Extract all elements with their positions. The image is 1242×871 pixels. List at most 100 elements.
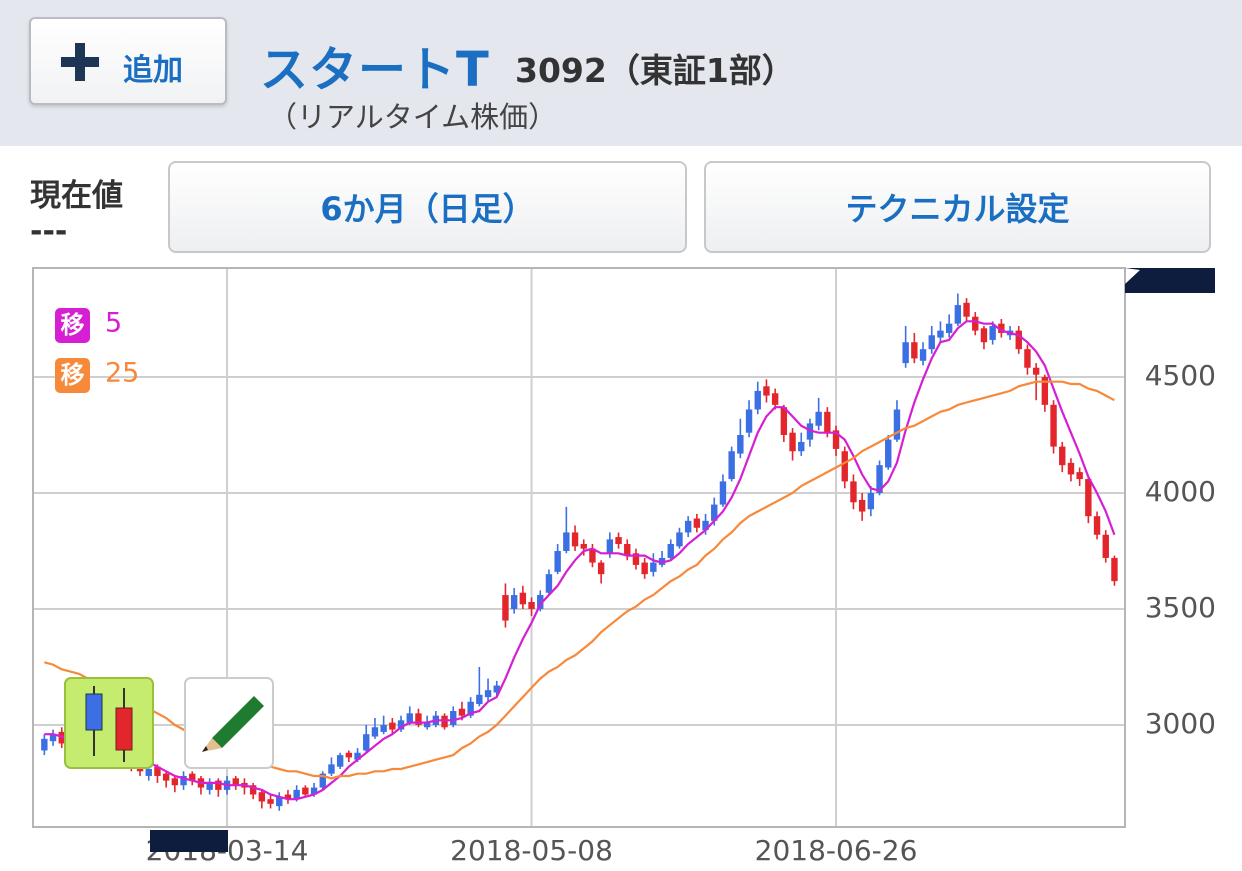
candle-body <box>336 755 344 767</box>
scroll-marker <box>1125 268 1215 293</box>
candle-body <box>502 595 509 621</box>
candle-body <box>215 780 222 790</box>
candle-body <box>267 799 274 804</box>
candle-body <box>658 557 666 565</box>
candle-body <box>1067 462 1075 475</box>
candle-body <box>954 305 962 324</box>
candle-body <box>919 349 927 361</box>
candle-body <box>911 342 918 359</box>
candle-body <box>937 330 944 338</box>
candle-body <box>684 520 692 533</box>
candle-body <box>824 411 831 433</box>
candle-body <box>302 787 309 795</box>
price-label: 現在値 <box>30 178 123 214</box>
candle-body <box>1032 367 1040 375</box>
candle-body <box>771 393 779 405</box>
candle-body <box>1015 330 1022 350</box>
candle-body <box>928 335 935 350</box>
candle-body <box>545 574 553 593</box>
candle-body <box>476 694 483 705</box>
legend-label: 25 <box>105 358 139 389</box>
candle-body <box>850 481 857 503</box>
candle-body <box>841 451 848 482</box>
candle-body <box>832 430 840 449</box>
candle-body <box>258 792 266 802</box>
candle-body <box>1050 404 1057 447</box>
add-button[interactable]: 追加 <box>29 17 227 105</box>
technical-button[interactable]: テクニカル設定 <box>704 161 1211 253</box>
candle-body <box>972 316 979 331</box>
legend-marker: 移 <box>61 361 85 389</box>
candle-body <box>711 504 718 521</box>
candle-body <box>650 562 657 572</box>
candle-body <box>667 544 674 558</box>
candle-body <box>41 738 48 751</box>
candle-body <box>249 785 257 795</box>
candle-body <box>719 481 727 505</box>
candle-body <box>528 602 535 609</box>
candle-body <box>589 548 596 563</box>
candle-body <box>702 520 709 531</box>
candle-body <box>310 787 318 795</box>
candle-body <box>693 518 701 528</box>
candle-body <box>371 727 379 737</box>
candle-body <box>180 775 187 786</box>
header: 追加 スタートT 3092（東証1部） （リアルタイム株価） <box>0 0 1242 146</box>
candle-body <box>676 532 683 547</box>
moving-average-line <box>44 320 1116 801</box>
candle-body <box>641 562 648 575</box>
candle-body <box>902 342 909 364</box>
candle-body <box>606 539 614 554</box>
add-label: 追加 <box>123 53 183 88</box>
candle-tool[interactable] <box>64 677 154 769</box>
candle-body <box>998 323 1005 333</box>
candle-body <box>580 544 587 549</box>
legend-marker: 移 <box>61 311 85 339</box>
x-tick-label: 2018-06-26 <box>755 834 918 867</box>
period-button[interactable]: 6か月（日足） <box>168 161 687 253</box>
candle-body <box>345 752 353 758</box>
y-tick-label: 4500 <box>1145 359 1216 392</box>
plus-icon <box>61 43 99 81</box>
candle-body <box>458 708 466 716</box>
candle-body <box>858 499 866 512</box>
y-tick-label: 3000 <box>1145 707 1216 740</box>
candle-body <box>632 553 640 565</box>
labels: 30003500400045002018-03-142018-05-082018… <box>55 308 1216 867</box>
candle-body <box>945 323 953 333</box>
candle-body <box>58 731 65 744</box>
candle-body <box>319 773 326 788</box>
candle-body <box>406 713 413 723</box>
candle-body <box>493 685 500 693</box>
draw-tool[interactable] <box>184 677 274 769</box>
candle-body <box>171 778 179 786</box>
candle-body <box>467 701 474 716</box>
stock-code: 3092（東証1部） <box>515 51 795 90</box>
candle-body <box>745 409 753 433</box>
candle-body <box>624 544 631 556</box>
candle-body <box>1111 557 1118 582</box>
candle-body <box>380 724 387 732</box>
candle-body <box>789 432 796 452</box>
candle-body <box>798 441 805 452</box>
legend-swatch <box>55 358 90 393</box>
candle-body <box>963 302 970 317</box>
stock-name: スタートT <box>260 42 490 98</box>
candle-body <box>780 407 788 436</box>
candle-body <box>389 722 396 730</box>
candle-body <box>154 766 161 776</box>
candle-body <box>815 411 822 426</box>
candle-body <box>1102 534 1109 558</box>
candle-body <box>1085 479 1092 517</box>
candle-body <box>519 592 527 605</box>
candle-body <box>276 796 283 807</box>
candle-body <box>145 769 152 776</box>
candle-body <box>893 409 901 440</box>
candle-body <box>989 325 996 340</box>
scroll-marker <box>150 830 228 852</box>
candle-body <box>563 532 570 551</box>
candle-body <box>754 390 761 410</box>
candle-body <box>1024 349 1031 368</box>
candle-body <box>293 789 300 800</box>
